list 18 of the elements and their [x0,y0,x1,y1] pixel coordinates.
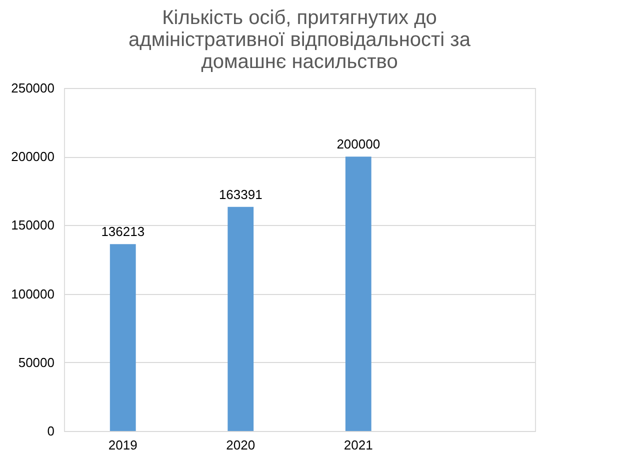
data-label: 136213 [101,224,145,240]
text: адміністративної відповідальності за [128,29,470,51]
bar [228,206,254,431]
text: Кількість осіб, притягнутих до [162,7,437,29]
y-tick-label: 250000 [11,80,54,96]
data-label: 200000 [336,136,380,152]
y-tick-label: 200000 [11,149,54,164]
text: домашнє насильство [201,51,398,73]
bar [110,244,136,431]
y-tick-label: 50000 [18,354,54,370]
x-tick-label: 2021 [344,438,373,452]
y-tick-label: 100000 [11,286,54,302]
y-tick-label: 0 [47,424,54,438]
x-tick-label: 2020 [226,438,256,452]
y-tick-label: 150000 [11,218,54,233]
x-tick-label: 2019 [108,438,138,452]
data-label: 163391 [218,186,262,202]
bar [345,156,372,431]
